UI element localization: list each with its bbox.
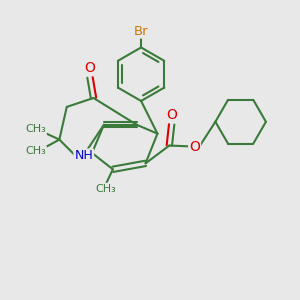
- Text: O: O: [166, 108, 177, 122]
- Text: CH₃: CH₃: [25, 146, 46, 157]
- Text: O: O: [189, 140, 200, 154]
- Text: NH: NH: [74, 149, 93, 162]
- Text: Br: Br: [134, 25, 148, 38]
- Text: CH₃: CH₃: [95, 184, 116, 194]
- Text: CH₃: CH₃: [25, 124, 46, 134]
- Text: O: O: [85, 61, 95, 75]
